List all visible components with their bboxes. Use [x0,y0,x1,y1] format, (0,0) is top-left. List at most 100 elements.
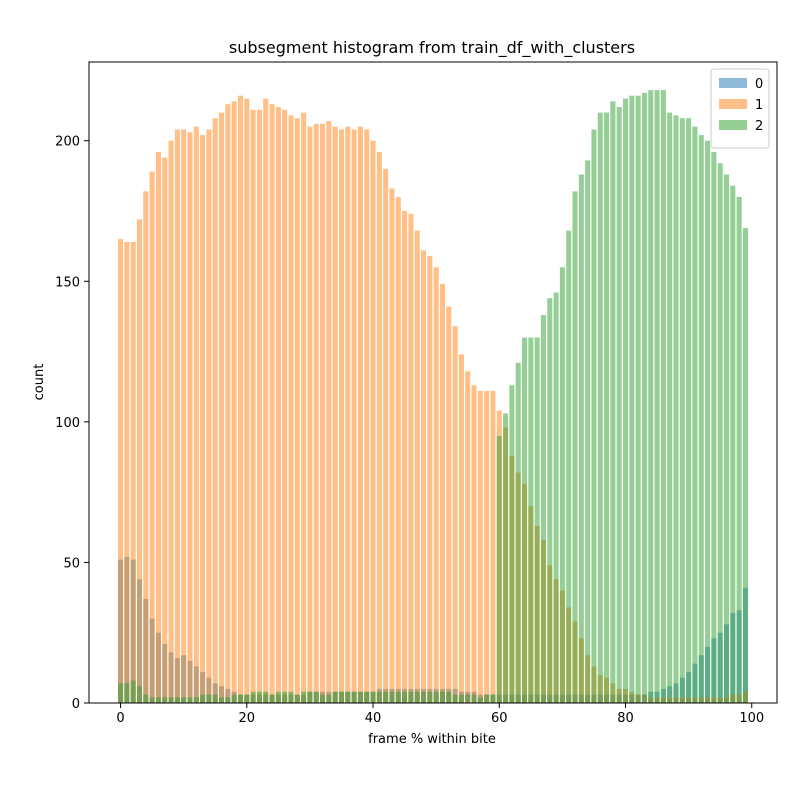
bar-series-2-70 [559,267,565,703]
bar-series-1-44 [395,196,401,703]
bar-series-1-42 [383,168,389,704]
y-tick-label: 200 [55,135,80,150]
bar-series-1-43 [389,188,395,703]
bar-series-1-36 [345,126,351,703]
bar-series-1-53 [452,326,458,703]
bar-series-1-26 [282,109,288,703]
bar-series-2-59 [490,694,496,703]
legend-swatch-0 [719,78,747,88]
bar-series-2-51 [439,691,445,703]
bar-series-2-69 [553,292,559,703]
bar-series-2-11 [187,697,193,703]
bar-series-1-23 [263,98,269,704]
bar-series-1-9 [174,129,180,703]
bar-series-2-61 [503,413,509,703]
bar-series-1-35 [338,129,345,703]
bar-series-2-47 [414,691,420,703]
bar-series-1-38 [357,126,363,703]
bar-series-2-64 [521,337,528,703]
bar-series-2-95 [717,163,723,704]
bar-series-1-20 [244,98,250,704]
bar-series-2-21 [250,691,256,703]
legend: 0 1 2 [710,68,770,149]
bar-series-1-15 [212,118,218,703]
chart-title: subsegment histogram from train_df_with_… [229,38,635,58]
bar-series-2-90 [686,118,692,703]
bar-series-2-98 [736,196,742,703]
bar-series-2-5 [149,697,155,703]
x-tick-label: 40 [365,711,382,726]
bar-series-1-28 [294,118,300,703]
bar-series-1-14 [206,129,212,703]
x-tick-label: 80 [617,711,634,726]
bar-series-1-32 [320,123,326,703]
bar-series-2-91 [692,126,698,703]
bar-series-2-78 [610,101,616,704]
x-tick-label: 20 [239,711,256,726]
bar-series-2-25 [275,691,281,703]
bar-series-1-37 [351,129,357,703]
x-axis: 0 20 40 60 80 100 [116,703,764,726]
bar-series-2-82 [635,95,641,704]
bar-series-2-42 [383,691,389,703]
bar-series-2-43 [389,691,395,703]
bar-series-2-58 [484,694,490,703]
bar-series-2-26 [282,691,288,703]
bar-series-2-96 [723,174,730,703]
bar-series-2-73 [578,174,584,703]
bar-series-2-33 [326,694,332,703]
bar-series-2-80 [622,98,629,704]
bar-series-2-60 [496,435,502,703]
bar-series-1-12 [193,126,199,703]
bar-series-2-29 [301,691,307,703]
bar-series-2-71 [566,230,572,703]
bar-series-1-31 [313,123,319,703]
bar-series-2-52 [446,691,452,703]
bar-series-2-23 [263,691,269,703]
bar-series-2-7 [162,697,168,703]
bar-series-2-79 [616,106,622,704]
bar-series-2-41 [376,691,382,703]
bar-series-1-51 [439,284,445,703]
bar-series-1-30 [307,126,313,703]
bar-series-2-36 [345,691,351,703]
bar-series-2-3 [136,686,143,703]
bar-series-2-74 [585,160,591,704]
bar-series-2-18 [231,694,237,703]
bar-series-2-32 [320,694,326,703]
bar-series-2-65 [528,337,534,703]
bar-series-2-24 [269,694,275,703]
bar-series-2-6 [155,697,161,703]
bar-series-2-89 [679,118,685,703]
bar-series-2-22 [256,691,262,703]
bar-series-2-72 [572,191,578,703]
bar-series-1-25 [275,106,281,704]
bar-series-1-19 [237,95,244,704]
bar-series-2-0 [118,683,124,703]
bar-series-1-49 [427,255,433,703]
bar-series-1-8 [168,140,174,703]
bar-series-2-57 [477,697,483,703]
legend-label-2: 2 [755,119,763,134]
bar-series-1-47 [414,230,420,703]
bar-series-2-99 [742,227,748,703]
bar-series-1-18 [231,101,237,704]
bar-series-1-54 [458,354,464,703]
y-axis-label: count [32,364,47,401]
bar-series-2-17 [225,697,231,703]
bar-series-1-55 [465,371,471,703]
bar-series-2-40 [370,691,376,703]
bar-series-2-34 [332,691,338,703]
bar-series-2-85 [654,90,660,704]
bar-series-2-67 [540,315,546,703]
x-tick-label: 60 [491,711,508,726]
bar-series-1-10 [181,129,187,703]
bar-series-2-13 [200,694,206,703]
bar-series-1-39 [364,129,370,703]
bar-series-2-10 [181,697,187,703]
bar-series-2-39 [364,691,370,703]
bar-series-2-62 [509,385,515,703]
bar-series-1-58 [484,390,490,703]
bar-series-1-16 [219,112,225,703]
